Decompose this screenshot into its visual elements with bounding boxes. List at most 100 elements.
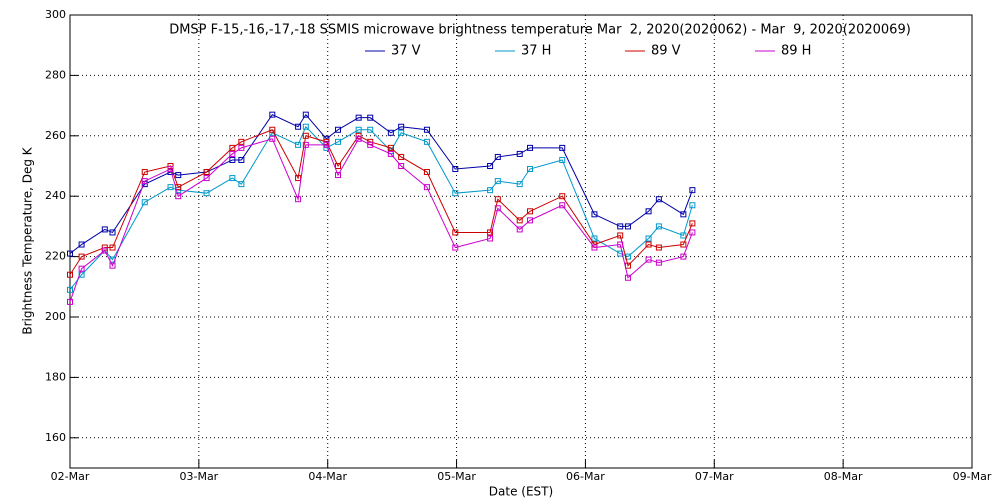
data-point	[645, 241, 652, 248]
data-point	[559, 144, 566, 151]
data-point	[78, 253, 85, 260]
data-point	[323, 138, 330, 145]
data-point	[689, 229, 696, 236]
x-tick-label: 03-Mar	[179, 470, 218, 483]
data-point	[680, 253, 687, 260]
data-point	[516, 217, 523, 224]
data-point	[238, 181, 245, 188]
data-point	[295, 141, 302, 148]
data-point	[295, 175, 302, 182]
data-point	[452, 166, 459, 173]
data-point	[645, 235, 652, 242]
y-tick-label: 160	[45, 431, 66, 444]
data-point	[302, 141, 309, 148]
data-point	[655, 259, 662, 266]
data-point	[295, 123, 302, 130]
data-point	[302, 111, 309, 118]
legend-label: 89 V	[651, 44, 681, 59]
series-line	[69, 129, 693, 275]
x-tick-label: 09-Mar	[953, 470, 992, 483]
chart-title: DMSP F-15,-16,-17,-18 SSMIS microwave br…	[169, 23, 911, 38]
data-point	[238, 156, 245, 163]
y-tick-label: 220	[45, 250, 66, 263]
data-point	[645, 256, 652, 263]
data-point	[387, 144, 394, 151]
data-point	[269, 126, 276, 133]
data-point	[238, 138, 245, 145]
data-point	[302, 123, 309, 130]
data-point	[67, 298, 73, 305]
data-point	[559, 202, 566, 209]
data-point	[141, 199, 148, 206]
data-point	[423, 184, 430, 191]
data-point	[617, 241, 624, 248]
data-point	[398, 153, 405, 160]
data-point	[335, 126, 342, 133]
data-point	[494, 205, 501, 212]
data-point	[141, 178, 148, 185]
data-point	[398, 129, 405, 136]
data-point	[516, 181, 523, 188]
data-point	[78, 241, 85, 248]
data-point	[624, 274, 631, 281]
data-point	[617, 232, 624, 239]
data-point	[516, 150, 523, 157]
data-point	[689, 220, 696, 227]
y-axis-label: Brightness Temperature, Deg K	[21, 146, 35, 334]
x-tick-label: 07-Mar	[695, 470, 734, 483]
data-point	[680, 232, 687, 239]
data-point	[423, 169, 430, 176]
data-point	[109, 244, 116, 251]
series-line	[69, 125, 693, 291]
plot-frame	[69, 14, 973, 469]
data-point	[175, 193, 182, 200]
data-point	[203, 175, 210, 182]
data-point	[494, 153, 501, 160]
series-line	[69, 113, 693, 254]
data-point	[78, 265, 85, 272]
data-point	[229, 144, 236, 151]
data-point	[367, 141, 374, 148]
data-point	[109, 262, 116, 269]
data-point	[680, 211, 687, 218]
x-tick-label: 04-Mar	[308, 470, 347, 483]
data-point	[67, 271, 73, 278]
data-point	[617, 223, 624, 230]
data-point	[355, 135, 362, 142]
data-point	[423, 138, 430, 145]
data-point	[655, 223, 662, 230]
data-point	[645, 208, 652, 215]
data-point	[67, 250, 73, 257]
data-point	[655, 244, 662, 251]
data-point	[487, 187, 494, 194]
data-point	[527, 144, 534, 151]
x-tick-label: 02-Mar	[51, 470, 90, 483]
y-tick-label: 200	[45, 310, 66, 323]
data-point	[238, 144, 245, 151]
data-point	[398, 123, 405, 130]
data-point	[323, 141, 330, 148]
data-point	[680, 241, 687, 248]
series-line	[69, 138, 693, 303]
data-point	[109, 229, 116, 236]
x-tick-label: 06-Mar	[566, 470, 605, 483]
legend-label: 89 H	[781, 44, 811, 59]
data-point	[527, 208, 534, 215]
data-point	[175, 172, 182, 179]
data-point	[203, 169, 210, 176]
data-point	[269, 111, 276, 118]
data-point	[387, 129, 394, 136]
data-point	[487, 163, 494, 169]
data-point	[452, 229, 459, 236]
data-point	[203, 190, 210, 197]
data-point	[689, 202, 696, 209]
data-point	[355, 114, 362, 121]
data-point	[141, 169, 148, 176]
data-point	[167, 184, 174, 191]
data-point	[167, 166, 174, 173]
y-tick-label: 280	[45, 68, 66, 81]
data-point	[487, 235, 494, 242]
data-point	[101, 226, 108, 233]
data-point	[335, 172, 342, 179]
